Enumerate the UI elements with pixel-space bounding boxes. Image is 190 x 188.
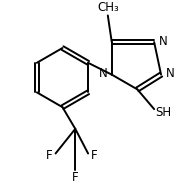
Text: CH₃: CH₃ <box>97 1 119 14</box>
Text: N: N <box>165 67 174 80</box>
Text: SH: SH <box>155 106 171 119</box>
Text: F: F <box>72 171 79 184</box>
Text: N: N <box>159 35 167 48</box>
Text: F: F <box>91 149 97 162</box>
Text: N: N <box>98 67 107 80</box>
Text: F: F <box>46 149 53 162</box>
